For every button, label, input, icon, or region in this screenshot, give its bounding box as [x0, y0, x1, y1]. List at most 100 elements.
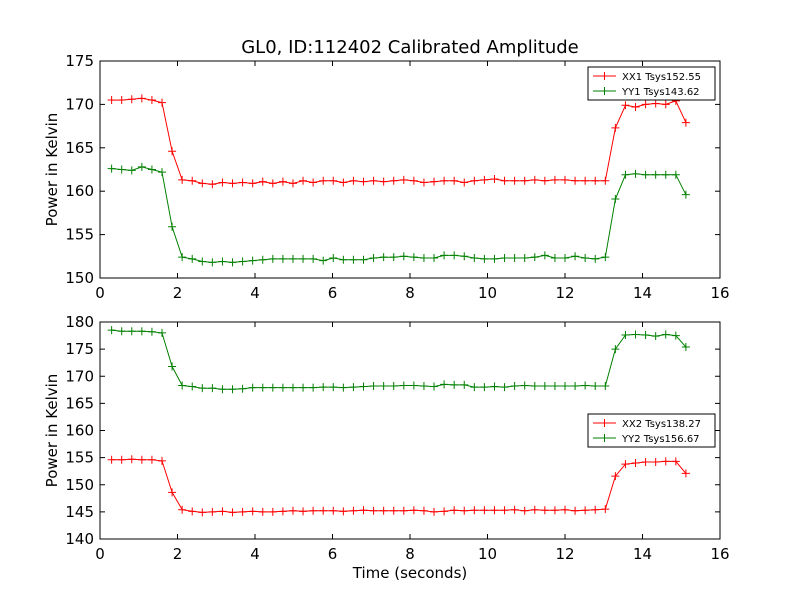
- data-point-marker: [158, 456, 166, 465]
- y-tick-label: 170: [65, 95, 94, 113]
- data-point-marker: [681, 118, 690, 127]
- data-point-marker: [379, 253, 388, 262]
- data-point-marker: [268, 383, 277, 392]
- data-point-marker: [117, 96, 126, 105]
- data-point-marker: [550, 254, 559, 263]
- data-point-marker: [571, 176, 580, 185]
- data-point-marker: [440, 380, 449, 389]
- data-point-marker: [137, 327, 146, 336]
- data-point-marker: [520, 381, 529, 390]
- data-point-marker: [208, 507, 217, 516]
- x-tick-label: 2: [173, 545, 183, 563]
- legend: XX1 Tsys152.55 YY1 Tsys143.62: [587, 66, 716, 101]
- data-point-marker: [419, 506, 428, 515]
- x-tick-label: 8: [405, 545, 415, 563]
- data-point-marker: [248, 383, 257, 392]
- data-point-marker: [601, 176, 610, 185]
- data-point-marker: [460, 178, 469, 187]
- data-point-marker: [510, 382, 519, 391]
- data-point-marker: [520, 176, 529, 185]
- data-point-marker: [158, 98, 166, 107]
- data-point-marker: [309, 254, 318, 263]
- data-point-marker: [651, 332, 660, 341]
- data-point-marker: [127, 455, 136, 464]
- data-point-marker: [188, 382, 197, 391]
- y-tick-label: 180: [65, 313, 94, 331]
- data-point-marker: [571, 252, 580, 261]
- data-point-marker: [621, 170, 630, 179]
- data-point-marker: [399, 175, 408, 184]
- data-point-marker: [651, 170, 660, 179]
- x-tick-label: 2: [173, 284, 183, 302]
- data-point-marker: [339, 255, 348, 264]
- data-point-marker: [379, 177, 388, 186]
- data-point-marker: [581, 254, 590, 263]
- data-point-marker: [319, 256, 328, 265]
- series-line-yy1: [111, 166, 687, 263]
- data-point-marker: [601, 382, 610, 391]
- data-point-marker: [611, 123, 620, 132]
- data-point-marker: [601, 505, 610, 514]
- data-point-marker: [540, 382, 549, 391]
- data-point-marker: [631, 459, 640, 468]
- y-tick-label: 160: [65, 182, 94, 200]
- y-tick-label: 175: [65, 52, 94, 70]
- data-point-marker: [591, 176, 600, 185]
- data-point-marker: [641, 100, 650, 109]
- x-tick-label: 14: [633, 284, 652, 302]
- y-tick-label: 175: [65, 340, 94, 358]
- x-tick-label: 0: [95, 284, 105, 302]
- series-line-xx2: [111, 458, 687, 513]
- data-point-marker: [480, 254, 489, 263]
- data-point-marker: [349, 506, 358, 515]
- data-point-marker: [450, 251, 459, 260]
- data-point-marker: [470, 383, 479, 392]
- data-point-marker: [147, 455, 156, 464]
- data-point-marker: [550, 175, 559, 184]
- data-point-marker: [319, 176, 328, 185]
- series-line-yy2: [111, 329, 687, 390]
- data-point-marker: [480, 506, 489, 515]
- top-subplot: 0 2 4 6 8 10 12 14 16 150 155 160 165 170 175 Power in …: [43, 52, 730, 302]
- data-point-marker: [349, 255, 358, 264]
- data-point-marker: [520, 254, 529, 263]
- x-tick-label: 6: [328, 284, 338, 302]
- data-point-marker: [369, 506, 378, 515]
- data-point-marker: [168, 222, 177, 231]
- data-point-marker: [661, 457, 670, 466]
- data-point-marker: [107, 96, 116, 105]
- data-point-marker: [369, 382, 378, 391]
- data-point-marker: [591, 254, 600, 263]
- data-point-marker: [188, 176, 197, 185]
- data-point-marker: [530, 253, 539, 262]
- y-tick-label: 170: [65, 367, 94, 385]
- data-point-marker: [198, 257, 207, 266]
- data-point-marker: [288, 383, 297, 392]
- data-point-marker: [440, 507, 449, 516]
- data-point-marker: [470, 506, 479, 515]
- data-point-marker: [299, 254, 308, 263]
- x-tick-label: 12: [555, 545, 574, 563]
- data-point-marker: [309, 178, 318, 187]
- data-point-marker: [238, 384, 247, 393]
- data-point-marker: [178, 253, 187, 262]
- data-point-marker: [228, 258, 237, 267]
- data-point-marker: [278, 177, 287, 186]
- data-point-marker: [621, 101, 630, 110]
- legend-marker-swatch: [600, 87, 609, 95]
- y-tick-label: 150: [65, 269, 94, 287]
- data-point-marker: [198, 508, 207, 517]
- data-point-marker: [137, 455, 146, 464]
- data-point-marker: [238, 507, 247, 516]
- data-point-marker: [137, 162, 146, 171]
- data-point-marker: [661, 170, 670, 179]
- data-point-marker: [540, 506, 549, 515]
- data-point-marker: [671, 170, 680, 179]
- data-point-marker: [490, 506, 499, 515]
- data-point-marker: [329, 254, 338, 263]
- data-point-marker: [178, 505, 187, 514]
- x-tick-label: 14: [633, 545, 652, 563]
- data-point-marker: [621, 460, 630, 469]
- data-point-marker: [510, 505, 519, 514]
- data-point-marker: [278, 507, 287, 516]
